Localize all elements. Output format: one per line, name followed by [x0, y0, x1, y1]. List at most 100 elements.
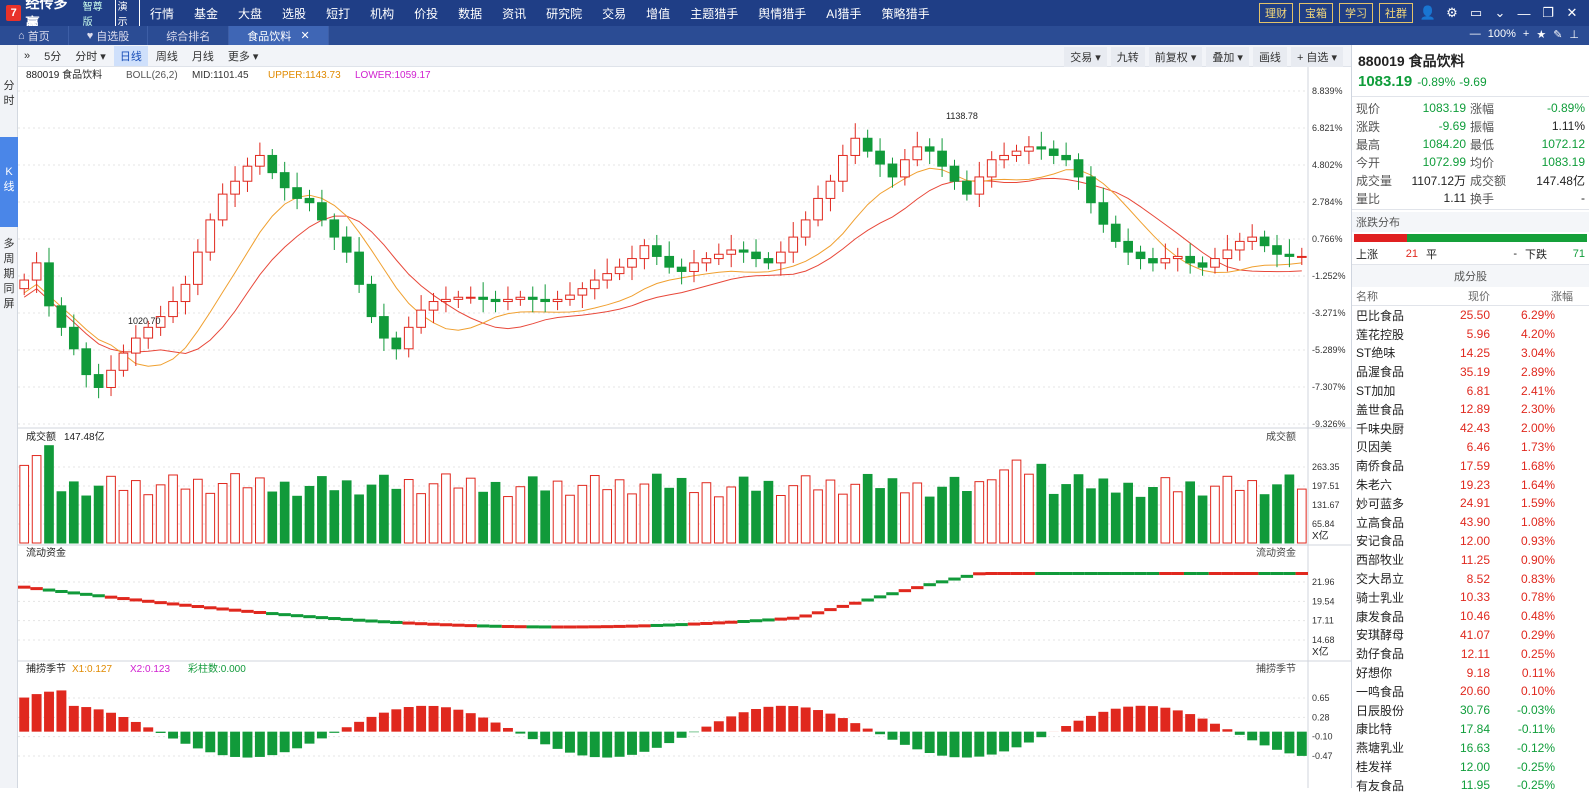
- shequn-button[interactable]: 社群: [1379, 3, 1413, 23]
- period-more[interactable]: 更多 ▾: [222, 46, 265, 66]
- period-monthly[interactable]: 月线: [186, 46, 220, 66]
- vol-bar: [566, 495, 575, 543]
- pen-icon[interactable]: ✎: [1553, 28, 1562, 41]
- vol-bar: [590, 476, 599, 543]
- jiuzhuan-button[interactable]: 九转: [1111, 47, 1145, 67]
- menu-item-5[interactable]: 机构: [360, 5, 404, 22]
- gear-icon[interactable]: ⚙: [1443, 5, 1461, 21]
- window-icon[interactable]: ▭: [1467, 5, 1485, 21]
- flow-step: [886, 592, 898, 595]
- tab-home[interactable]: ⌂ 首页: [0, 26, 69, 45]
- menu-item-8[interactable]: 资讯: [492, 5, 536, 22]
- price-tick: 6.821%: [1312, 123, 1343, 133]
- quote-price-row: 1083.19 -0.89% -9.69: [1352, 71, 1589, 94]
- tab-food-beverage[interactable]: 食品饮料 ✕: [229, 26, 328, 45]
- baoxiang-button[interactable]: 宝箱: [1299, 3, 1333, 23]
- view-kline[interactable]: K线: [0, 137, 18, 227]
- period-5min[interactable]: 5分: [38, 46, 67, 66]
- menu-item-4[interactable]: 短打: [316, 5, 360, 22]
- collapse-icon[interactable]: »: [18, 48, 36, 64]
- menu-item-15[interactable]: 策略猎手: [872, 5, 940, 22]
- draw-button[interactable]: 画线: [1253, 47, 1287, 67]
- adjust-button[interactable]: 前复权 ▾: [1149, 47, 1203, 67]
- flow-step: [1097, 572, 1109, 575]
- flow-step: [117, 597, 129, 600]
- overlay-button[interactable]: 叠加 ▾: [1206, 47, 1249, 67]
- minimize-icon[interactable]: —: [1515, 6, 1533, 21]
- chart-area[interactable]: 880019 食品饮料 BOLL(26,2) MID:1101.45 UPPER…: [18, 67, 1351, 788]
- menu-item-3[interactable]: 选股: [272, 5, 316, 22]
- xuexi-button[interactable]: 学习: [1339, 3, 1373, 23]
- menu-item-2[interactable]: 大盘: [228, 5, 272, 22]
- zoom-in-icon[interactable]: +: [1523, 28, 1529, 41]
- tab-watchlist[interactable]: ♥ 自选股: [69, 26, 149, 45]
- flow-step: [92, 594, 104, 597]
- menu-item-12[interactable]: 主题猎手: [680, 5, 748, 22]
- candle-body: [863, 138, 872, 151]
- menu-item-9[interactable]: 研究院: [536, 5, 592, 22]
- tab-close-icon[interactable]: ✕: [291, 29, 309, 42]
- period-weekly[interactable]: 周线: [150, 46, 184, 66]
- menu-item-13[interactable]: 舆情猎手: [748, 5, 816, 22]
- flow-step: [192, 605, 204, 608]
- zoom-out-icon[interactable]: —: [1470, 28, 1481, 41]
- period-daily[interactable]: 日线: [114, 46, 148, 66]
- close-icon[interactable]: ✕: [1563, 5, 1581, 21]
- period-fenshi[interactable]: 分时 ▾: [69, 46, 112, 66]
- menu-item-0[interactable]: 行情: [140, 5, 184, 22]
- menu-item-1[interactable]: 基金: [184, 5, 228, 22]
- chevron-down-icon[interactable]: ⌄: [1491, 5, 1509, 21]
- view-multi-period[interactable]: 多周期同屏: [0, 233, 18, 316]
- pin-icon[interactable]: ⊥: [1569, 28, 1579, 41]
- vol-bar: [665, 488, 674, 543]
- tab-ranking[interactable]: 综合排名: [148, 26, 229, 45]
- user-icon[interactable]: 👤: [1419, 5, 1437, 21]
- add-watchlist-button[interactable]: + 自选 ▾: [1291, 47, 1343, 67]
- cap-bar: [590, 732, 600, 757]
- kline-chart[interactable]: 880019 食品饮料 BOLL(26,2) MID:1101.45 UPPER…: [18, 67, 1351, 788]
- candle-body: [615, 267, 624, 273]
- vol-bar: [293, 496, 302, 543]
- menu-item-10[interactable]: 交易: [592, 5, 636, 22]
- star-icon[interactable]: ★: [1536, 28, 1546, 41]
- vol-bar: [218, 484, 227, 543]
- flow-step: [1060, 572, 1072, 575]
- trade-button[interactable]: 交易 ▾: [1064, 47, 1107, 67]
- candles: [20, 123, 1306, 398]
- indicator-name[interactable]: BOLL(26,2): [126, 70, 178, 81]
- price-tick: -5.289%: [1312, 345, 1346, 355]
- menu-item-14[interactable]: AI猎手: [816, 5, 871, 22]
- restore-icon[interactable]: ❐: [1539, 5, 1557, 21]
- menu-item-6[interactable]: 价投: [404, 5, 448, 22]
- view-fenshi[interactable]: 分时: [0, 75, 18, 113]
- licai-button[interactable]: 理财: [1259, 3, 1293, 23]
- menu-item-11[interactable]: 增值: [636, 5, 680, 22]
- menu-item-7[interactable]: 数据: [448, 5, 492, 22]
